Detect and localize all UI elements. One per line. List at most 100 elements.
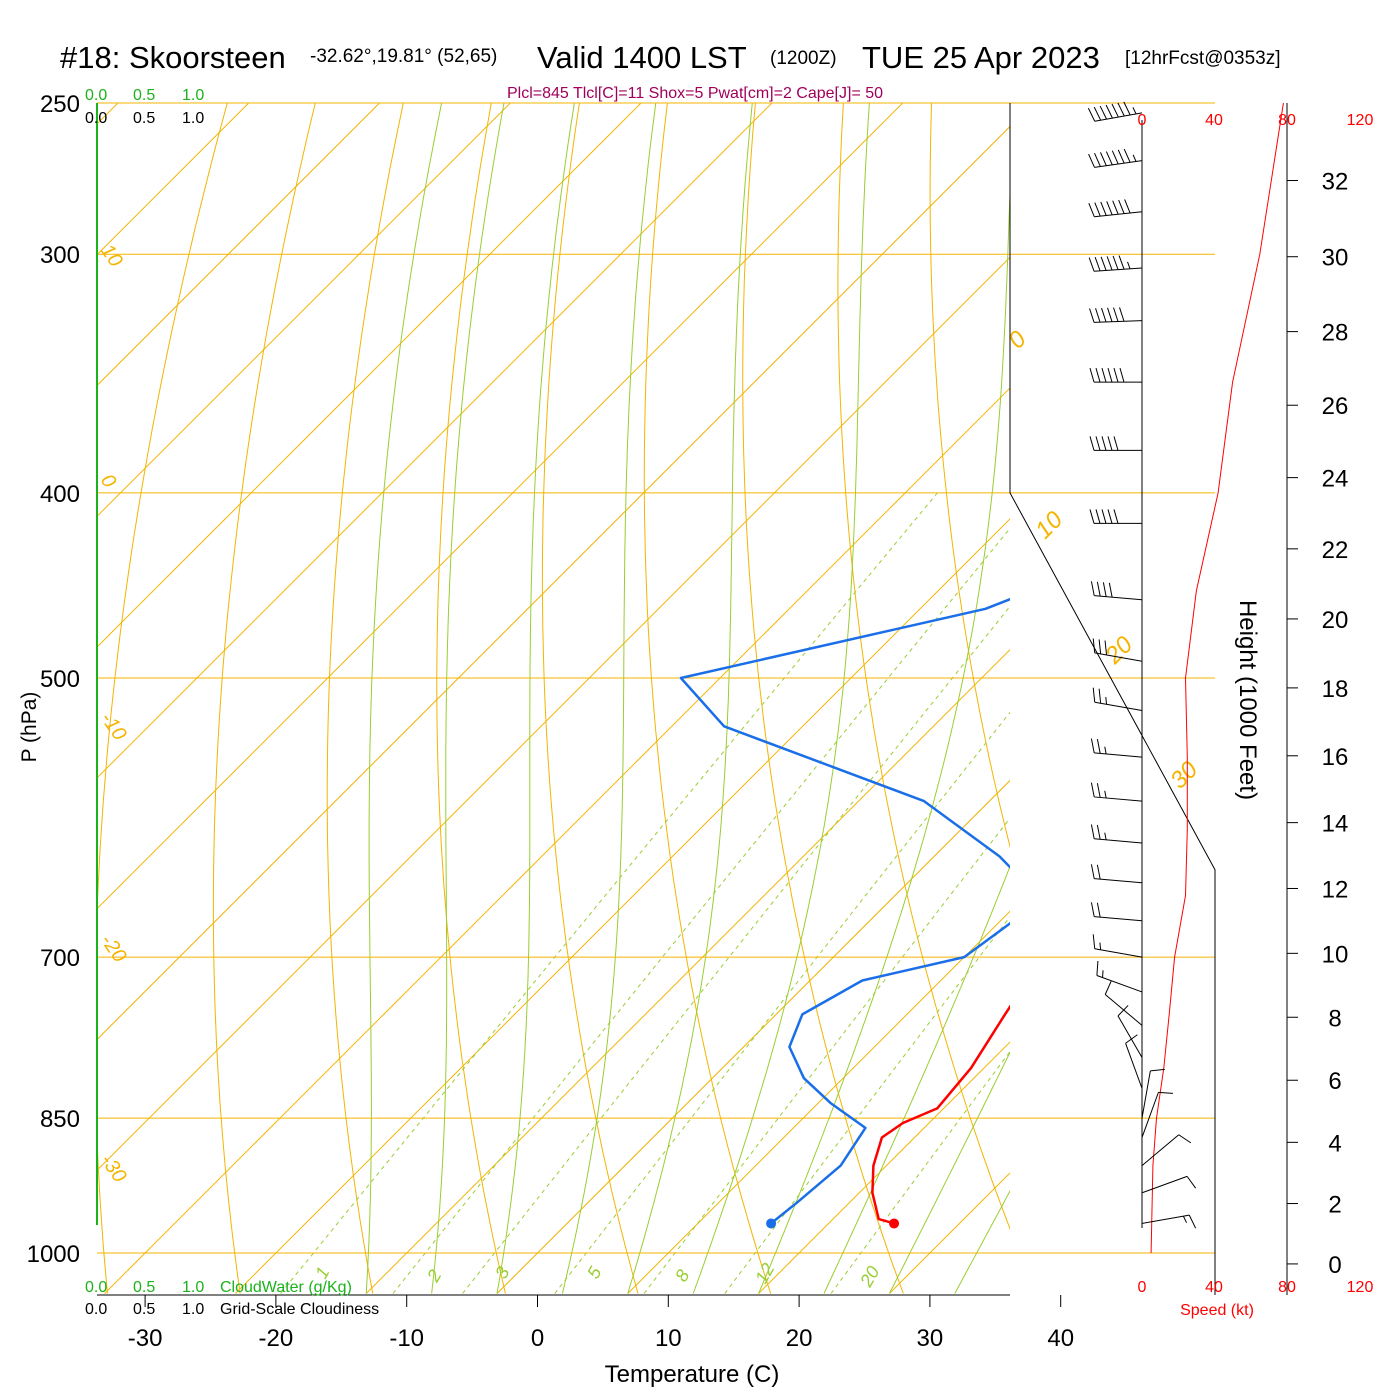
wind-barb-staff <box>1094 752 1143 758</box>
wind-barb-staff <box>1141 1175 1188 1194</box>
wind-barb-flag <box>1117 102 1125 117</box>
wind-barb-flag <box>1101 509 1107 524</box>
isotherm-line <box>104 387 1010 1294</box>
wind-barb-staff <box>1096 975 1143 993</box>
wind-barb-staff <box>1125 1043 1143 1089</box>
mixing-ratio-line <box>554 711 1010 1294</box>
isotherm-line <box>97 103 381 387</box>
wind-barb-flag <box>1095 367 1101 383</box>
title-forecast: [12hrFcst@0353z] <box>1125 48 1281 69</box>
dry-adiabat-line <box>837 103 1010 1231</box>
wind-barb-flag <box>1099 152 1107 166</box>
wind-barb-flag <box>1096 902 1101 918</box>
wind-barb-half <box>1105 696 1108 705</box>
wind-barb-flag <box>1090 824 1095 839</box>
x-tick-label: -10 <box>389 1325 424 1352</box>
wind-barb-flag <box>1089 436 1095 451</box>
moist-adiabat-line <box>365 103 443 1294</box>
wind-barb-flag <box>1104 980 1112 995</box>
dry-adiabat-line <box>541 103 639 1294</box>
background-clip <box>97 103 1010 1294</box>
title-coords: -32.62°,19.81° (52,65) <box>310 46 497 67</box>
wind-barb-flag <box>1099 105 1107 120</box>
dry-adiabat-line <box>326 103 404 1294</box>
wind-barb-flag <box>1113 436 1119 451</box>
right-frame-line <box>1009 103 1216 1295</box>
moist-adiabat-line <box>627 103 753 1294</box>
wind-barb-flag <box>1090 902 1095 917</box>
mixing-ratio-line <box>280 492 938 1294</box>
wind-barb-half <box>1127 261 1131 269</box>
wind-barb-flag <box>1119 307 1125 322</box>
height-tick-label: 30 <box>1322 245 1349 272</box>
cloudiness-scale-top-1: 0.5 <box>133 110 155 127</box>
wind-barb <box>1088 148 1143 168</box>
wind-barb-flag <box>1113 307 1119 322</box>
wind-barb-flag <box>1095 436 1101 451</box>
wind-barb-staff <box>1141 1092 1159 1138</box>
wind-barb-flag <box>1188 1214 1197 1229</box>
mixing-ratio-label: 12 <box>751 1260 778 1287</box>
cloudwater-scale-top-0: 0.0 <box>85 87 107 104</box>
wind-barb-staff <box>1094 595 1143 601</box>
cloudiness-scale-bottom-1: 0.5 <box>133 1301 155 1318</box>
mixing-ratio-line <box>724 915 1010 1294</box>
wind-barb-staff <box>1094 948 1143 958</box>
cloudwater-scale-bottom-2: 1.0 <box>182 1279 204 1296</box>
title-valid: Valid 1400 LST <box>537 40 747 75</box>
wind-barb-flag <box>1095 308 1101 323</box>
height-tick-label: 18 <box>1322 676 1349 703</box>
wind-barb-flag <box>1090 581 1095 596</box>
wind-barb <box>1090 738 1143 758</box>
speed-scale-top-0: 0 <box>1138 112 1147 129</box>
wind-barb <box>1104 980 1143 1026</box>
pressure-tick-label: 700 <box>40 945 80 972</box>
isotherm-label: -10 <box>96 708 131 744</box>
wind-barb-flag <box>1104 640 1108 656</box>
wind-barb-flag <box>1092 687 1096 703</box>
wind-barb-staff <box>1094 796 1143 802</box>
wind-barb <box>1089 307 1143 323</box>
moist-adiabat-line <box>431 103 505 1294</box>
wind-barb-flag <box>1089 367 1095 383</box>
cloudiness-scale-bottom-2: 1.0 <box>182 1301 204 1318</box>
wind-barb <box>1087 101 1143 122</box>
wind-barb <box>1092 638 1143 662</box>
wind-barb-flag <box>1090 864 1095 879</box>
wind-barb <box>1096 960 1143 993</box>
isotherm-label-right: 10 <box>1030 506 1068 544</box>
wind-barb-flag <box>1117 149 1125 164</box>
wind-barb-flag <box>1090 738 1095 753</box>
wind-barb-flag <box>1118 255 1125 270</box>
wind-barb-staff <box>1141 1214 1190 1224</box>
moist-adiabat-line <box>692 103 870 1294</box>
wind-barb-half <box>1132 107 1137 115</box>
dry-adiabat-line <box>643 103 772 1294</box>
speed-scale-top-2: 80 <box>1278 112 1296 129</box>
wind-barb-staff <box>1141 1134 1180 1166</box>
height-tick-label: 22 <box>1322 537 1349 564</box>
wind-barb-staff <box>1094 652 1143 662</box>
wind-barb <box>1141 1068 1165 1119</box>
thermo-background <box>97 102 1215 1294</box>
wind-barb-half <box>1102 970 1104 978</box>
moist-adiabat-line <box>496 103 575 1294</box>
mixing-ratio-line <box>462 605 1010 1294</box>
wind-barb <box>1117 1005 1143 1058</box>
wind-barb <box>1141 1175 1197 1194</box>
wind-barb-staff <box>1141 1070 1151 1119</box>
wind-barb-flag <box>1100 256 1107 271</box>
isotherm-line <box>97 103 904 910</box>
wind-barb-flag <box>1090 782 1095 798</box>
wind-barb-flag <box>1096 739 1101 754</box>
isotherm-label: -20 <box>96 930 131 966</box>
wind-barb <box>1141 1091 1173 1138</box>
mixing-ratio-line <box>643 817 1010 1294</box>
wind-barb-flag <box>1101 436 1107 451</box>
mixing-ratio-label: 20 <box>856 1263 884 1291</box>
height-tick-label: 28 <box>1322 320 1349 347</box>
title-date: TUE 25 Apr 2023 <box>862 40 1100 75</box>
x-tick-label: -20 <box>259 1325 294 1352</box>
wind-barb-flag <box>1113 509 1119 524</box>
